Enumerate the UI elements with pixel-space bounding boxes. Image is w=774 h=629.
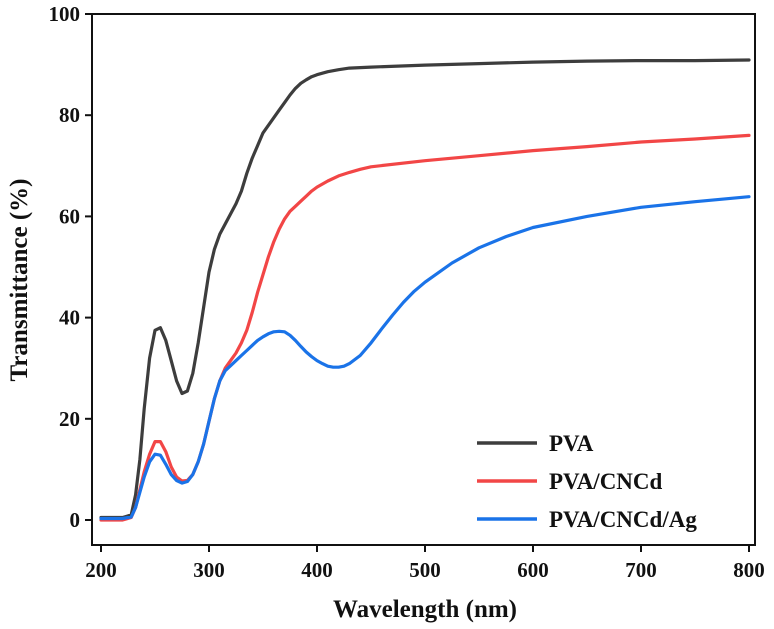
legend-label-pva-cncd: PVA/CNCd — [549, 469, 663, 494]
x-tick-label: 300 — [193, 558, 225, 582]
x-tick-label: 400 — [301, 558, 333, 582]
plot-frame — [91, 13, 756, 546]
y-tick-label: 20 — [59, 407, 80, 431]
axis-ticks: 200 300 400 500 600 700 800 0 20 40 60 80 100 — [49, 2, 765, 582]
series-layer — [99, 58, 751, 522]
y-axis-title: Transmittance (%) — [6, 179, 33, 382]
x-tick-label: 800 — [733, 558, 765, 582]
legend: PVA PVA/CNCd PVA/CNCd/Ag — [477, 431, 697, 532]
legend-label-pva-cncd-ag: PVA/CNCd/Ag — [549, 507, 697, 532]
series-line-pva-cncd — [99, 133, 751, 522]
y-tick-label: 60 — [59, 204, 80, 228]
y-tick-label: 80 — [59, 103, 80, 127]
legend-label-pva: PVA — [549, 431, 594, 456]
x-tick-label: 500 — [409, 558, 441, 582]
x-tick-label: 700 — [625, 558, 657, 582]
x-tick-label: 200 — [85, 558, 117, 582]
y-tick-label: 0 — [70, 508, 81, 532]
y-tick-label: 40 — [59, 306, 80, 330]
series-line-pva — [99, 58, 751, 520]
x-tick-label: 600 — [517, 558, 549, 582]
series-line-pva-cncd-ag — [99, 195, 751, 521]
y-tick-label: 100 — [49, 2, 81, 26]
x-axis-title: Wavelength (nm) — [333, 596, 517, 623]
